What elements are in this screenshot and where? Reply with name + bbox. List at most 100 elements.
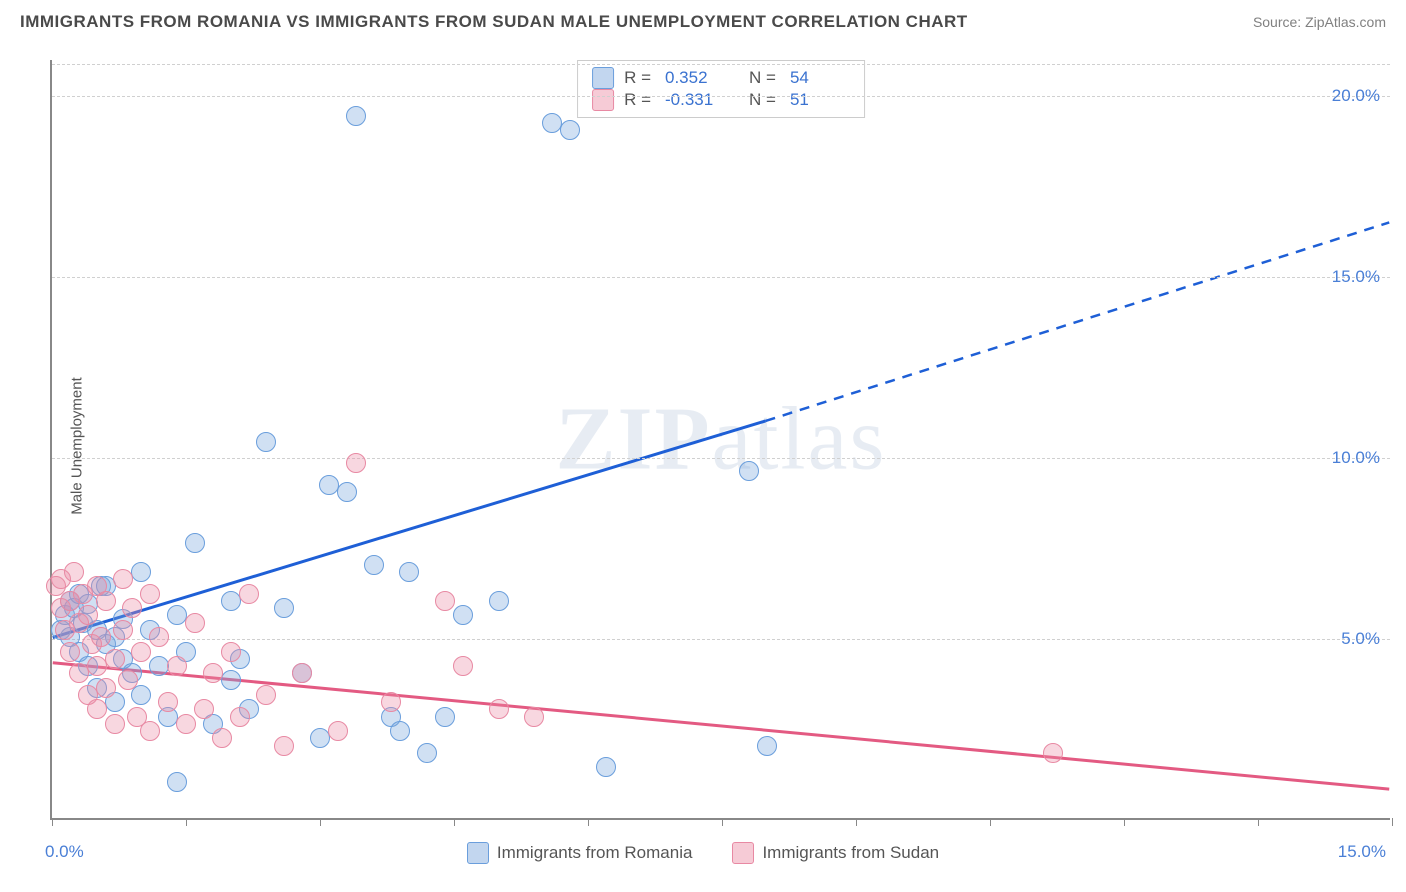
data-point xyxy=(87,699,107,719)
y-tick-label: 15.0% xyxy=(1332,267,1380,287)
data-point xyxy=(113,569,133,589)
data-point xyxy=(274,598,294,618)
data-point xyxy=(78,605,98,625)
n-label: N = xyxy=(749,68,776,88)
x-tick xyxy=(1258,818,1259,826)
swatch-icon xyxy=(467,842,489,864)
legend-label: Immigrants from Romania xyxy=(497,843,693,863)
data-point xyxy=(131,562,151,582)
data-point xyxy=(105,649,125,669)
data-point xyxy=(346,453,366,473)
swatch-icon xyxy=(732,842,754,864)
gridline xyxy=(52,639,1390,640)
gridline xyxy=(52,64,1390,65)
data-point xyxy=(453,656,473,676)
x-tick xyxy=(320,818,321,826)
r-label: R = xyxy=(624,90,651,110)
data-point xyxy=(212,728,232,748)
data-point xyxy=(185,613,205,633)
x-tick xyxy=(52,818,53,826)
data-point xyxy=(221,670,241,690)
data-point xyxy=(381,692,401,712)
data-point xyxy=(96,591,116,611)
data-point xyxy=(60,642,80,662)
n-value-sudan: 51 xyxy=(790,90,850,110)
data-point xyxy=(489,699,509,719)
data-point xyxy=(346,106,366,126)
r-label: R = xyxy=(624,68,651,88)
data-point xyxy=(167,656,187,676)
y-tick-label: 10.0% xyxy=(1332,448,1380,468)
gridline xyxy=(52,96,1390,97)
data-point xyxy=(596,757,616,777)
gridline xyxy=(52,277,1390,278)
legend-item-sudan: Immigrants from Sudan xyxy=(732,842,939,864)
data-point xyxy=(113,620,133,640)
data-point xyxy=(149,627,169,647)
x-tick xyxy=(1392,818,1393,826)
data-point xyxy=(203,663,223,683)
swatch-icon xyxy=(592,67,614,89)
data-point xyxy=(560,120,580,140)
data-point xyxy=(221,642,241,662)
n-label: N = xyxy=(749,90,776,110)
data-point xyxy=(489,591,509,611)
page-title: IMMIGRANTS FROM ROMANIA VS IMMIGRANTS FR… xyxy=(20,12,968,32)
y-tick-label: 20.0% xyxy=(1332,86,1380,106)
source-attribution: Source: ZipAtlas.com xyxy=(1253,14,1386,30)
data-point xyxy=(524,707,544,727)
x-tick xyxy=(454,818,455,826)
data-point xyxy=(390,721,410,741)
data-point xyxy=(1043,743,1063,763)
scatter-chart: ZIPatlas R = 0.352 N = 54 R = -0.331 N =… xyxy=(50,60,1390,820)
legend-row-romania: R = 0.352 N = 54 xyxy=(592,67,850,89)
data-point xyxy=(122,598,142,618)
x-tick xyxy=(990,818,991,826)
data-point xyxy=(131,642,151,662)
data-point xyxy=(176,714,196,734)
x-tick xyxy=(186,818,187,826)
data-point xyxy=(64,562,84,582)
data-point xyxy=(239,584,259,604)
data-point xyxy=(230,707,250,727)
data-point xyxy=(96,678,116,698)
data-point xyxy=(91,627,111,647)
data-point xyxy=(256,685,276,705)
r-value-romania: 0.352 xyxy=(665,68,725,88)
data-point xyxy=(140,584,160,604)
data-point xyxy=(140,721,160,741)
n-value-romania: 54 xyxy=(790,68,850,88)
legend-row-sudan: R = -0.331 N = 51 xyxy=(592,89,850,111)
gridline xyxy=(52,458,1390,459)
data-point xyxy=(167,772,187,792)
y-tick-label: 5.0% xyxy=(1341,629,1380,649)
legend-label: Immigrants from Sudan xyxy=(762,843,939,863)
data-point xyxy=(337,482,357,502)
legend-item-romania: Immigrants from Romania xyxy=(467,842,693,864)
x-tick xyxy=(588,818,589,826)
data-point xyxy=(328,721,348,741)
x-tick xyxy=(856,818,857,826)
correlation-legend: R = 0.352 N = 54 R = -0.331 N = 51 xyxy=(577,60,865,118)
data-point xyxy=(118,670,138,690)
r-value-sudan: -0.331 xyxy=(665,90,725,110)
data-point xyxy=(194,699,214,719)
series-legend: Immigrants from Romania Immigrants from … xyxy=(0,842,1406,864)
data-point xyxy=(364,555,384,575)
data-point xyxy=(87,656,107,676)
data-point xyxy=(453,605,473,625)
data-point xyxy=(739,461,759,481)
data-point xyxy=(158,692,178,712)
watermark-text: ZIPatlas xyxy=(556,388,887,491)
data-point xyxy=(185,533,205,553)
data-point xyxy=(435,591,455,611)
x-tick xyxy=(722,818,723,826)
data-point xyxy=(292,663,312,683)
data-point xyxy=(417,743,437,763)
data-point xyxy=(274,736,294,756)
data-point xyxy=(435,707,455,727)
swatch-icon xyxy=(592,89,614,111)
data-point xyxy=(757,736,777,756)
data-point xyxy=(105,714,125,734)
data-point xyxy=(399,562,419,582)
